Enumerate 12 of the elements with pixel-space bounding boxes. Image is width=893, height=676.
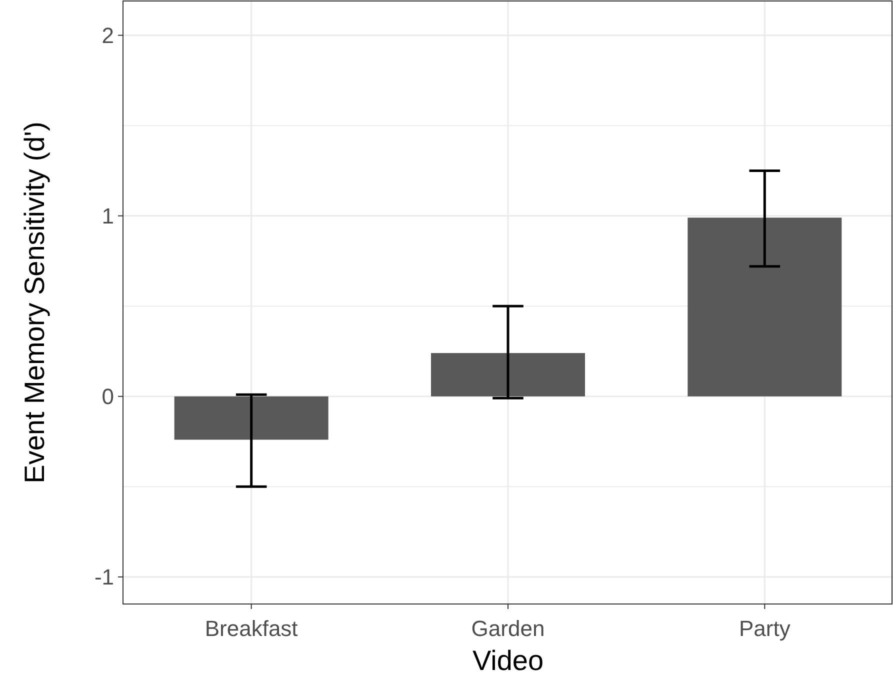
y-tick-label: 0 [102,384,114,410]
x-tick-label: Party [738,616,790,641]
bar [431,353,585,396]
y-tick-label: -1 [94,564,114,590]
x-tick-label: Garden [471,616,545,641]
bar [174,396,328,440]
y-tick-label: 1 [102,204,114,229]
x-axis-title: Video [472,645,544,676]
x-tick-label: Breakfast [204,616,298,641]
y-tick-label: 2 [102,23,114,48]
y-axis-title: Event Memory Sensitivity (d') [19,122,50,484]
bar [688,218,842,396]
